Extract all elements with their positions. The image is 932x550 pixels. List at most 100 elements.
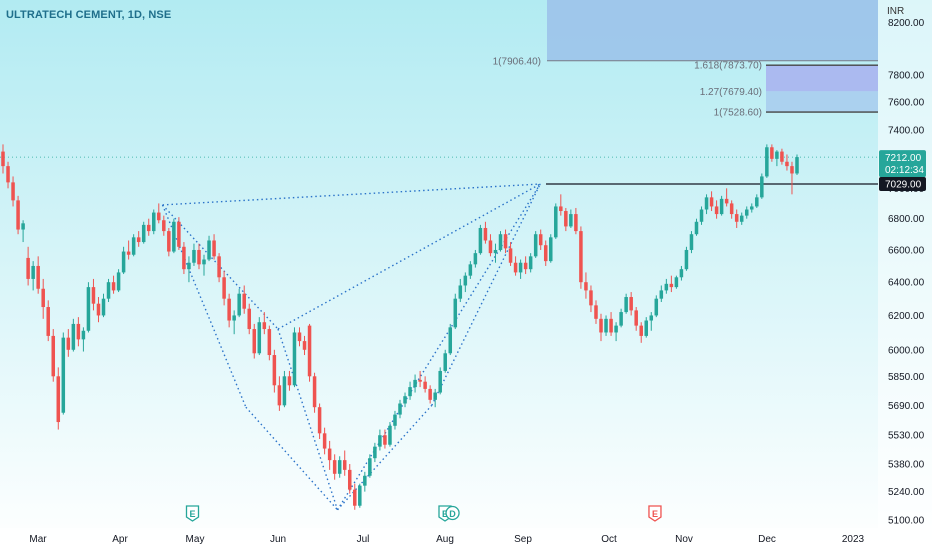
candle — [262, 312, 267, 335]
earnings-badge — [648, 505, 662, 522]
candle — [182, 242, 186, 275]
candle — [448, 323, 453, 356]
candle-body — [56, 376, 61, 423]
candle — [438, 367, 442, 395]
pattern-line — [162, 183, 541, 206]
candle-body — [297, 332, 302, 342]
candle-body — [337, 460, 342, 474]
candle-body — [574, 214, 578, 232]
candle-body — [508, 248, 513, 263]
candle — [714, 200, 719, 219]
candle — [36, 256, 40, 294]
candle-body — [584, 282, 588, 291]
candle-body — [624, 297, 628, 313]
y-tick-label: 6400.00 — [888, 278, 925, 289]
y-tick-label: 5690.00 — [888, 401, 925, 412]
candle — [212, 234, 216, 260]
candle — [684, 246, 689, 271]
candle-body — [347, 469, 352, 490]
candle-body — [674, 277, 679, 288]
y-tick-label: 5100.00 — [888, 516, 925, 527]
candle-body — [579, 231, 583, 283]
candle — [599, 313, 603, 342]
candle-body — [252, 329, 257, 354]
candle — [750, 203, 754, 213]
x-tick-label: Jul — [357, 534, 370, 545]
event-marker-label: E — [189, 509, 195, 519]
candle — [518, 259, 523, 279]
candle — [162, 215, 166, 236]
dividend-badge — [445, 505, 460, 521]
candle-body — [1, 151, 5, 167]
candle-body — [518, 262, 523, 273]
candle-body — [187, 262, 191, 270]
candle-body — [704, 197, 709, 210]
candle — [66, 329, 71, 357]
candle-body — [257, 322, 262, 354]
x-tick-label: Aug — [436, 534, 454, 545]
candle-body — [458, 285, 463, 299]
candle-body — [277, 385, 282, 406]
y-tick-label: 7800.00 — [888, 71, 925, 82]
candle — [755, 194, 759, 208]
candle — [126, 240, 131, 260]
candle-body — [131, 237, 136, 255]
candle — [121, 246, 126, 275]
y-tick-label: 6600.00 — [888, 245, 925, 256]
candle-body — [363, 475, 367, 486]
level-price-tag: 7029.00 — [879, 177, 926, 192]
candle-body — [247, 308, 251, 330]
candle — [408, 381, 412, 400]
candle-body — [699, 209, 704, 222]
candle — [31, 261, 35, 291]
pattern-line — [161, 204, 247, 408]
candle — [609, 312, 613, 336]
candle-body — [654, 298, 659, 316]
candle-body — [413, 379, 417, 388]
candle — [724, 188, 729, 207]
candle-body — [714, 206, 719, 215]
earnings-marker[interactable]: E — [185, 505, 200, 522]
candle — [322, 427, 327, 455]
candle — [433, 388, 437, 408]
pattern-line — [277, 183, 541, 330]
candle — [765, 144, 769, 178]
candle-body — [659, 290, 664, 299]
candle — [378, 429, 382, 451]
candle-body — [96, 303, 101, 316]
candle — [56, 367, 61, 430]
candle-body — [790, 166, 794, 174]
candle — [584, 272, 588, 299]
candle — [1, 144, 5, 174]
candle — [458, 278, 463, 303]
candle — [508, 242, 513, 266]
candle — [152, 209, 156, 235]
candle-body — [694, 221, 699, 235]
dividend-marker[interactable]: D — [445, 505, 460, 521]
candle-body — [744, 209, 749, 216]
candle — [232, 310, 236, 335]
candle — [780, 148, 784, 165]
candle-body — [76, 323, 81, 340]
candle-body — [448, 327, 453, 354]
candle-body — [473, 253, 478, 265]
candle — [689, 231, 694, 254]
candle — [775, 150, 779, 167]
candle-body — [453, 298, 458, 328]
candle-body — [81, 330, 86, 340]
x-tick-label: May — [186, 534, 205, 545]
candle-body — [136, 237, 141, 243]
candle — [654, 295, 659, 318]
candle-body — [152, 212, 156, 232]
candle-body — [760, 176, 764, 198]
candle — [463, 272, 468, 293]
candle — [569, 209, 573, 228]
earnings-marker[interactable]: E — [648, 505, 662, 522]
candle-body — [358, 485, 362, 506]
candle — [16, 195, 20, 235]
candle — [202, 254, 206, 276]
candle-body — [604, 318, 608, 333]
candle — [242, 285, 246, 314]
candle — [795, 154, 799, 175]
